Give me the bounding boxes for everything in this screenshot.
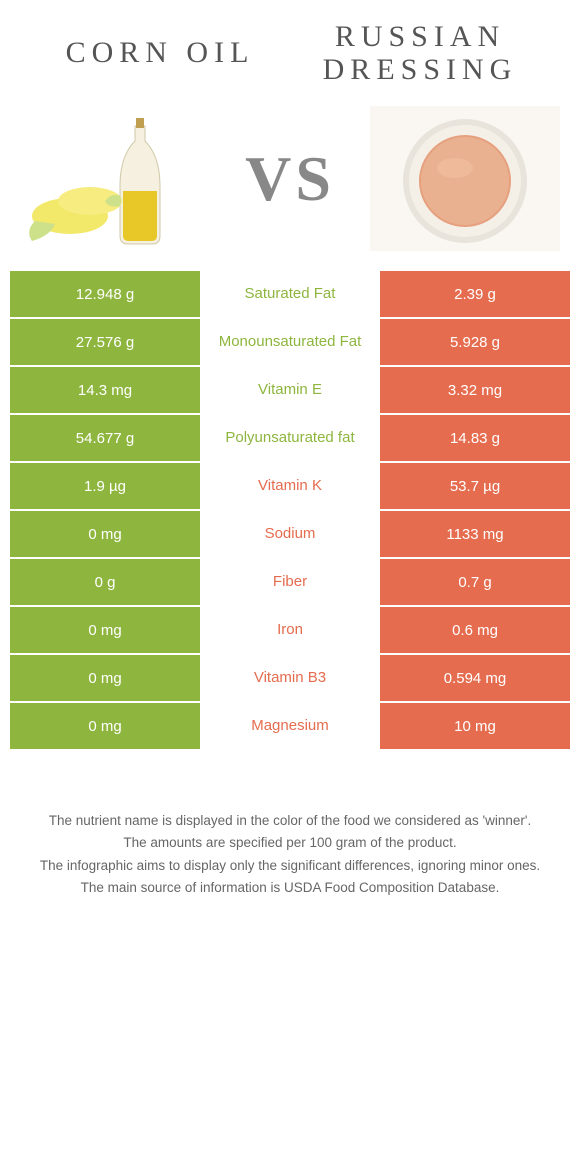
nutrient-table: 12.948 gSaturated Fat2.39 g27.576 gMonou… — [10, 271, 570, 751]
left-value: 0 g — [10, 559, 200, 607]
left-value: 54.677 g — [10, 415, 200, 463]
nutrient-label: Magnesium — [200, 703, 380, 751]
left-value: 0 mg — [10, 703, 200, 751]
right-value: 0.7 g — [380, 559, 570, 607]
right-value: 0.594 mg — [380, 655, 570, 703]
right-value: 14.83 g — [380, 415, 570, 463]
nutrient-label: Monounsaturated Fat — [200, 319, 380, 367]
nutrient-label: Vitamin B3 — [200, 655, 380, 703]
table-row: 1.9 µgVitamin K53.7 µg — [10, 463, 570, 511]
right-title: RUSSIAN DRESSING — [290, 20, 550, 86]
footer-line4: The main source of information is USDA F… — [30, 878, 550, 898]
table-row: 12.948 gSaturated Fat2.39 g — [10, 271, 570, 319]
table-row: 0 gFiber0.7 g — [10, 559, 570, 607]
left-value: 0 mg — [10, 655, 200, 703]
footer-line1: The nutrient name is displayed in the co… — [30, 811, 550, 831]
right-value: 2.39 g — [380, 271, 570, 319]
right-value: 5.928 g — [380, 319, 570, 367]
nutrient-label: Sodium — [200, 511, 380, 559]
table-row: 0 mgVitamin B30.594 mg — [10, 655, 570, 703]
footer-line2: The amounts are specified per 100 gram o… — [30, 833, 550, 853]
right-value: 1133 mg — [380, 511, 570, 559]
table-row: 14.3 mgVitamin E3.32 mg — [10, 367, 570, 415]
table-row: 0 mgIron0.6 mg — [10, 607, 570, 655]
nutrient-label: Vitamin K — [200, 463, 380, 511]
right-title-line2: DRESSING — [290, 53, 550, 86]
table-row: 54.677 gPolyunsaturated fat14.83 g — [10, 415, 570, 463]
russian-dressing-icon — [370, 106, 560, 251]
nutrient-label: Vitamin E — [200, 367, 380, 415]
nutrient-label: Polyunsaturated fat — [200, 415, 380, 463]
right-value: 53.7 µg — [380, 463, 570, 511]
russian-dressing-image — [370, 106, 560, 251]
right-title-line1: RUSSIAN — [290, 20, 550, 53]
right-value: 3.32 mg — [380, 367, 570, 415]
right-value: 0.6 mg — [380, 607, 570, 655]
left-title: CORN OIL — [30, 36, 290, 70]
nutrient-label: Fiber — [200, 559, 380, 607]
vs-label: VS — [245, 142, 335, 216]
header-row: CORN OIL RUSSIAN DRESSING — [10, 20, 570, 96]
corn-oil-icon — [20, 106, 210, 251]
left-value: 27.576 g — [10, 319, 200, 367]
table-row: 27.576 gMonounsaturated Fat5.928 g — [10, 319, 570, 367]
footer-line3: The infographic aims to display only the… — [30, 856, 550, 876]
table-row: 0 mgMagnesium10 mg — [10, 703, 570, 751]
left-value: 0 mg — [10, 511, 200, 559]
left-value: 0 mg — [10, 607, 200, 655]
left-value: 14.3 mg — [10, 367, 200, 415]
corn-oil-image — [20, 106, 210, 251]
images-row: VS — [10, 96, 570, 271]
right-value: 10 mg — [380, 703, 570, 751]
table-row: 0 mgSodium1133 mg — [10, 511, 570, 559]
left-value: 12.948 g — [10, 271, 200, 319]
nutrient-label: Iron — [200, 607, 380, 655]
left-value: 1.9 µg — [10, 463, 200, 511]
footer-notes: The nutrient name is displayed in the co… — [10, 751, 570, 898]
nutrient-label: Saturated Fat — [200, 271, 380, 319]
